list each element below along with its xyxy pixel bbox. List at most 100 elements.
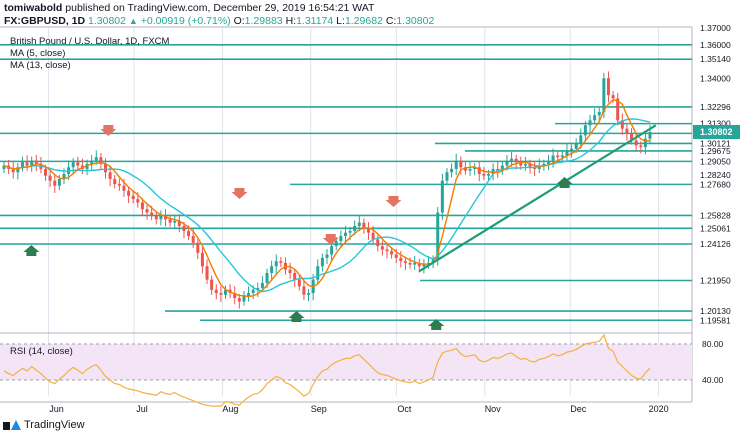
candle-body bbox=[431, 259, 435, 263]
tradingview-logo-icon bbox=[3, 420, 21, 430]
price-tick-label: 1.20130 bbox=[700, 306, 731, 316]
time-tick-label: Nov bbox=[485, 404, 502, 414]
candle-body bbox=[108, 172, 112, 179]
candle-body bbox=[71, 162, 75, 168]
candle-body bbox=[606, 78, 610, 96]
publish-info: published on TradingView.com, December 2… bbox=[65, 2, 375, 14]
candle-body bbox=[482, 173, 486, 176]
low-label: L: bbox=[336, 15, 345, 27]
price-tick-label: 1.35140 bbox=[700, 54, 731, 64]
candle-body bbox=[376, 239, 380, 247]
price-axis: 1.37000 1.36000 1.35140 1.34000 1.32296 1.313… bbox=[693, 23, 740, 385]
candle-body bbox=[445, 172, 449, 181]
tradingview-logo[interactable]: TradingView bbox=[3, 418, 85, 432]
candle-body bbox=[348, 231, 352, 233]
candle-body bbox=[20, 162, 24, 168]
arrow-down-icon bbox=[100, 125, 117, 136]
candle-body bbox=[274, 261, 278, 267]
candle-body bbox=[353, 225, 357, 232]
candle-body bbox=[574, 143, 578, 149]
close-label: C: bbox=[385, 15, 397, 27]
candle-body bbox=[570, 148, 574, 151]
price-tick-label: 1.21950 bbox=[700, 276, 731, 286]
candle-body bbox=[625, 128, 629, 134]
candle-body bbox=[505, 160, 509, 166]
price-change: +0.00919 (+0.71%) bbox=[140, 15, 231, 27]
candle-body bbox=[630, 133, 634, 141]
candle-body bbox=[94, 157, 98, 161]
candle-body bbox=[177, 220, 181, 226]
brand-name: TradingView bbox=[24, 419, 85, 431]
candle-body bbox=[560, 155, 564, 158]
up-triangle-icon: ▲ bbox=[128, 16, 138, 26]
price-tick-label: 1.19581 bbox=[700, 315, 731, 325]
price-tick-label: 1.34000 bbox=[700, 73, 731, 83]
candle-body bbox=[182, 225, 186, 232]
candle-body bbox=[145, 209, 149, 213]
arrow-up-icon bbox=[23, 245, 40, 256]
current-price-tag bbox=[693, 124, 740, 139]
candle-body bbox=[34, 160, 38, 164]
arrow-down-icon bbox=[322, 234, 339, 245]
candle-body bbox=[371, 232, 375, 240]
price-tick-label: 1.25828 bbox=[700, 210, 731, 220]
candle-body bbox=[173, 220, 177, 223]
candle-body bbox=[408, 262, 412, 265]
candle-body bbox=[546, 160, 550, 164]
candle-body bbox=[330, 246, 334, 255]
candle-body bbox=[583, 125, 587, 136]
candle-body bbox=[385, 249, 389, 252]
candle-body bbox=[394, 254, 398, 258]
candle-body bbox=[85, 163, 89, 169]
legend-ma5: MA (5, close) bbox=[10, 48, 66, 59]
open-label: O: bbox=[233, 15, 245, 27]
candle-body bbox=[648, 132, 652, 139]
legend-ma13: MA (13, close) bbox=[10, 60, 71, 71]
candle-body bbox=[367, 227, 371, 233]
candle-body bbox=[634, 140, 638, 146]
price-tick-label: 1.29050 bbox=[700, 156, 731, 166]
candle-body bbox=[523, 163, 527, 166]
candle-body bbox=[2, 165, 6, 169]
candle-body bbox=[247, 293, 251, 297]
rsi-line bbox=[0, 333, 692, 407]
candle-body bbox=[468, 168, 472, 171]
candle-body bbox=[99, 157, 103, 164]
current-price-label: 1.30802 bbox=[700, 127, 733, 137]
candle-body bbox=[440, 180, 444, 213]
candle-body bbox=[436, 212, 440, 260]
candle-body bbox=[320, 257, 324, 267]
candle-body bbox=[593, 115, 597, 121]
rsi-label: RSI (14, close) bbox=[10, 346, 73, 357]
candle-body bbox=[297, 279, 301, 287]
moving-averages bbox=[3, 99, 651, 298]
candle-body bbox=[616, 98, 620, 121]
candle-body bbox=[164, 215, 167, 220]
price-tick-label: 1.31300 bbox=[700, 119, 731, 129]
candle-body bbox=[210, 279, 214, 290]
candle-body bbox=[76, 162, 80, 166]
arrow-up-icon bbox=[288, 311, 305, 322]
candle-body bbox=[237, 298, 241, 302]
price-tick-label: 1.32296 bbox=[700, 102, 731, 112]
candle-body bbox=[403, 261, 407, 263]
symbol-label: FX:GBPUSD, 1D bbox=[4, 15, 86, 27]
legend-title: British Pound / U.S. Dollar, 1D, FXCM bbox=[10, 36, 170, 47]
trendline-segment bbox=[418, 124, 657, 273]
candle-body bbox=[620, 120, 624, 129]
price-tick-label: 1.29675 bbox=[700, 146, 731, 156]
candle-body bbox=[528, 163, 532, 168]
candle-body bbox=[293, 272, 297, 280]
published-header: tomiwabold published on TradingView.com,… bbox=[4, 2, 740, 16]
candle-body bbox=[399, 257, 403, 262]
candle-body bbox=[316, 266, 320, 280]
open-value: 1.29883 bbox=[244, 15, 283, 27]
price-tick-label: 1.37000 bbox=[700, 23, 731, 33]
candle-body bbox=[196, 242, 200, 253]
candle-body bbox=[602, 78, 606, 112]
candle-body bbox=[30, 160, 34, 166]
candle-body bbox=[357, 222, 361, 226]
candle-body bbox=[140, 202, 144, 210]
candle-body bbox=[556, 155, 560, 158]
